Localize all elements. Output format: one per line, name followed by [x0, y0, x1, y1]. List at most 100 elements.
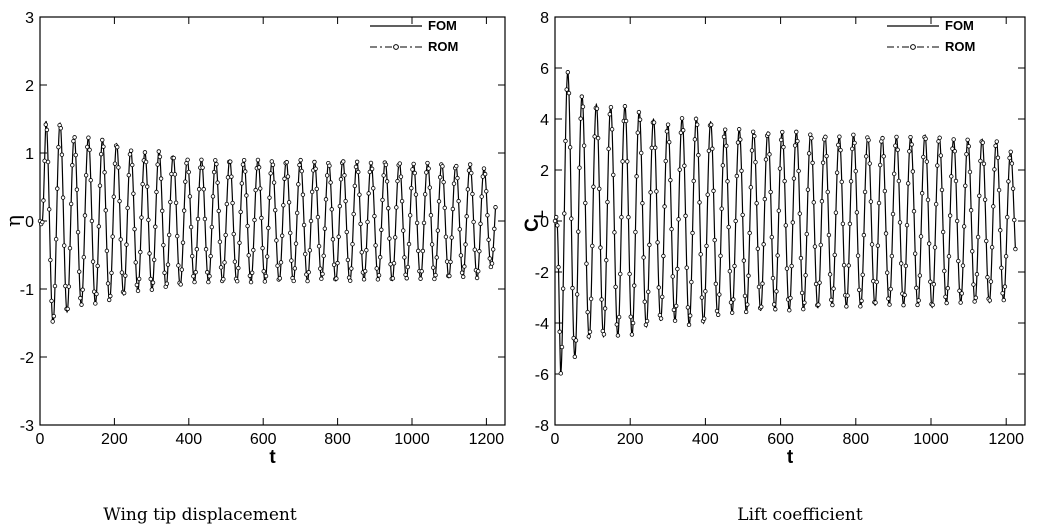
rom-marker — [70, 163, 75, 168]
x-axis-label: t — [787, 447, 794, 468]
rom-marker — [970, 249, 975, 254]
y-tick-label: -6 — [535, 367, 549, 384]
rom-marker — [607, 112, 612, 117]
rom-marker — [577, 165, 582, 170]
rom-marker — [422, 192, 428, 197]
rom-marker — [816, 302, 821, 307]
rom-marker — [394, 205, 399, 210]
rom-marker — [721, 134, 727, 140]
rom-marker — [994, 139, 999, 144]
rom-marker — [801, 306, 806, 312]
rom-marker — [77, 269, 82, 274]
rom-marker — [848, 179, 854, 184]
rom-marker — [104, 248, 110, 254]
rom-marker — [783, 223, 788, 228]
rom-marker — [917, 273, 923, 278]
rom-marker — [613, 284, 618, 290]
rom-marker — [728, 300, 734, 305]
rom-marker — [587, 329, 593, 335]
rom-marker — [89, 218, 95, 224]
rom-marker — [207, 274, 212, 279]
rom-marker — [853, 169, 858, 174]
rom-marker — [487, 256, 492, 261]
rom-marker — [183, 179, 188, 184]
rom-marker — [443, 234, 449, 240]
rom-marker — [975, 234, 981, 240]
rom-marker — [911, 209, 917, 214]
rom-marker — [44, 127, 50, 133]
rom-marker — [741, 258, 747, 263]
rom-marker — [293, 241, 299, 246]
rom-marker — [42, 158, 47, 164]
rom-marker — [97, 183, 103, 188]
rom-marker — [372, 213, 377, 219]
legend: FOM ROM — [370, 18, 458, 54]
rom-marker — [108, 293, 113, 299]
rom-marker — [616, 314, 622, 320]
rom-marker — [570, 285, 575, 291]
rom-marker — [493, 205, 498, 210]
rom-marker — [435, 228, 441, 233]
y-axis-label-main: C — [522, 218, 543, 232]
rom-marker — [456, 198, 461, 204]
x-tick-label: 1000 — [394, 431, 430, 448]
rom-marker — [40, 219, 45, 225]
rom-marker — [717, 292, 722, 297]
rom-marker — [179, 267, 185, 272]
rom-marker — [961, 224, 967, 229]
rom-marker — [651, 120, 657, 125]
rom-marker — [156, 149, 161, 154]
rom-marker — [904, 222, 910, 228]
rom-marker — [718, 253, 723, 259]
rom-marker — [738, 137, 743, 142]
rom-marker — [844, 304, 849, 309]
rom-marker — [150, 280, 156, 285]
rom-marker — [795, 138, 800, 144]
rom-marker — [161, 242, 166, 248]
x-tick-label: 600 — [767, 431, 794, 448]
rom-marker — [224, 201, 230, 207]
x-tick-label: 0 — [36, 431, 45, 448]
rom-marker — [594, 106, 600, 111]
rom-marker — [398, 174, 404, 179]
rom-marker — [201, 187, 206, 192]
rom-marker — [952, 149, 957, 154]
rom-marker — [834, 170, 840, 175]
rom-marker — [205, 270, 210, 275]
y-tick-label: 3 — [25, 10, 34, 27]
rom-marker — [565, 70, 571, 75]
rom-marker — [82, 213, 88, 218]
rom-marker — [930, 302, 935, 308]
rom-marker — [686, 322, 692, 328]
rom-marker — [381, 173, 386, 178]
rom-marker — [790, 220, 795, 225]
rom-marker — [111, 194, 116, 199]
rom-marker — [383, 162, 389, 167]
rom-marker — [868, 199, 874, 204]
rom-marker — [239, 181, 245, 186]
rom-marker — [166, 232, 172, 238]
rom-marker — [882, 188, 888, 194]
rom-marker — [564, 87, 569, 92]
rom-marker — [643, 322, 649, 327]
rom-marker — [132, 226, 137, 232]
rom-marker — [784, 266, 790, 271]
rom-marker — [451, 181, 457, 186]
rom-marker — [1000, 291, 1005, 296]
rom-marker — [186, 169, 191, 175]
rom-marker — [115, 144, 120, 150]
rom-marker — [878, 162, 883, 168]
rom-marker — [749, 148, 755, 153]
rom-marker — [154, 189, 159, 195]
rom-marker — [915, 302, 920, 308]
rom-marker — [787, 308, 792, 313]
rom-marker — [253, 187, 258, 193]
rom-marker — [365, 219, 370, 225]
legend-rom-marker — [393, 44, 399, 50]
rom-marker — [138, 249, 143, 255]
rom-marker — [176, 263, 181, 268]
rom-marker — [214, 161, 219, 167]
legend-rom-marker — [910, 44, 916, 50]
rom-marker — [998, 228, 1003, 233]
rom-marker — [149, 287, 155, 292]
